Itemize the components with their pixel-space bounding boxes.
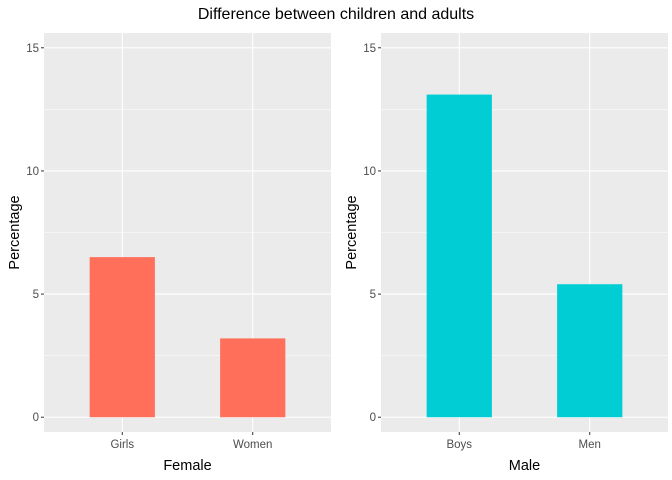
y-tick-label: 10 <box>26 166 39 178</box>
male-panel: 0 5 10 15 Boys Men Male Percentage <box>344 33 668 474</box>
bar-boys <box>426 94 492 418</box>
x-tick-label: Girls <box>110 439 134 451</box>
x-tick-label: Men <box>579 439 601 451</box>
y-axis-title: Percentage <box>344 195 360 269</box>
x-tick-label: Women <box>233 439 272 451</box>
x-axis-title: Male <box>509 458 540 474</box>
chart-title: Difference between children and adults <box>198 6 474 23</box>
y-tick-label: 15 <box>363 43 376 55</box>
bar-girls <box>89 257 155 418</box>
x-axis-title: Female <box>163 458 211 474</box>
bar-men <box>557 284 623 418</box>
bar-women <box>220 338 286 418</box>
y-tick-label: 0 <box>33 412 39 424</box>
y-tick-label: 10 <box>363 166 376 178</box>
x-tick-label: Boys <box>446 439 472 451</box>
female-panel: 0 5 10 15 Girls Women Female Percentage <box>7 33 331 474</box>
y-axis-title: Percentage <box>7 195 23 269</box>
y-tick-label: 5 <box>33 289 39 301</box>
y-tick-label: 15 <box>26 43 39 55</box>
y-tick-label: 5 <box>370 289 376 301</box>
y-tick-label: 0 <box>370 412 376 424</box>
